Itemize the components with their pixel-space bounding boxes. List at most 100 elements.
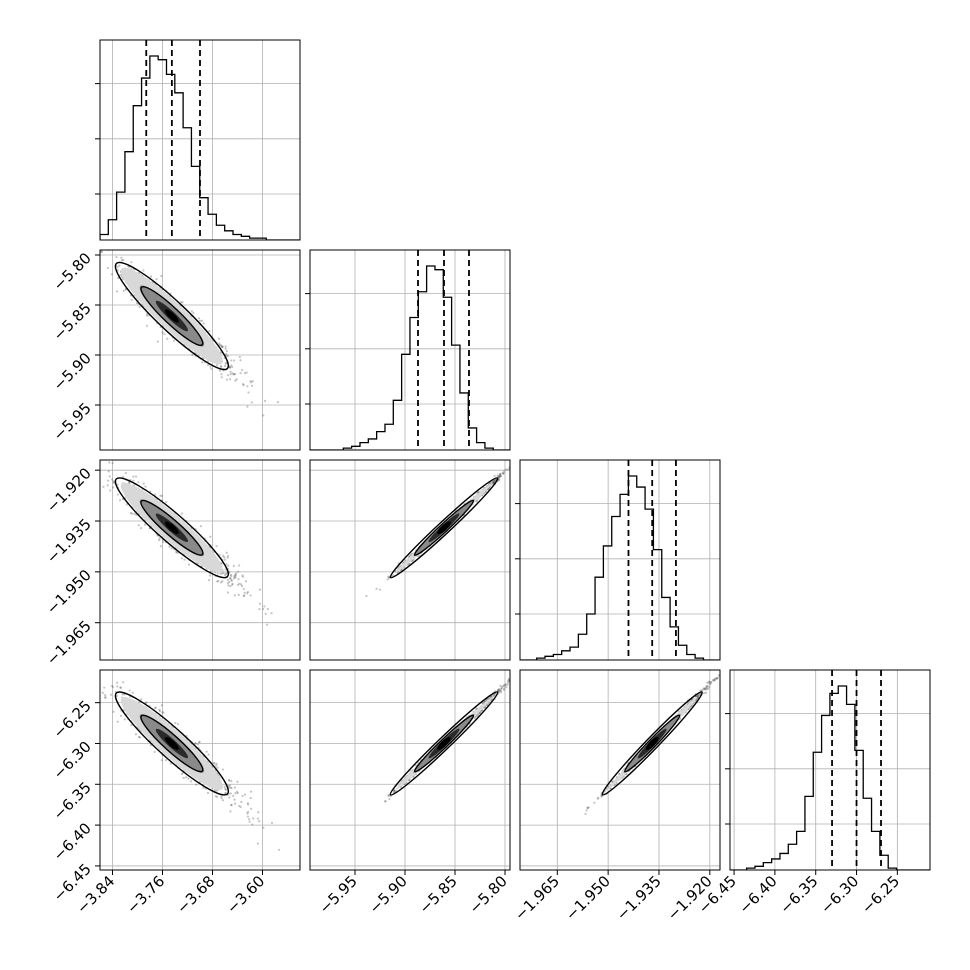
sample-point — [492, 482, 495, 485]
sample-point — [234, 572, 238, 575]
sample-point — [491, 480, 495, 483]
sample-point — [227, 584, 230, 587]
sample-point — [226, 556, 229, 559]
sample-point — [112, 481, 116, 485]
sample-point — [180, 557, 183, 560]
sample-point — [257, 820, 261, 823]
sample-point — [277, 848, 281, 851]
sample-point — [175, 551, 178, 554]
sample-point — [116, 269, 119, 272]
sample-point — [118, 499, 122, 502]
sample-point — [225, 551, 228, 554]
sample-point — [104, 696, 107, 699]
sample-point — [180, 772, 183, 776]
sample-point — [224, 573, 227, 577]
sample-point — [220, 344, 223, 347]
sample-point — [239, 805, 242, 809]
sample-point — [153, 750, 156, 753]
sample-point — [261, 607, 265, 611]
sample-point — [144, 485, 147, 488]
sample-point — [182, 776, 185, 780]
sample-point — [704, 691, 708, 694]
sample-point — [145, 701, 148, 704]
sample-point — [502, 472, 505, 475]
sample-point — [229, 373, 232, 376]
sample-point — [137, 481, 140, 484]
sample-point — [221, 768, 224, 771]
sample-point — [242, 587, 245, 590]
sample-point — [219, 572, 222, 575]
sample-point — [234, 379, 237, 382]
sample-point — [108, 461, 111, 464]
sample-point — [219, 344, 223, 347]
sample-point — [199, 525, 202, 528]
sample-point — [102, 245, 104, 247]
sample-point — [701, 688, 704, 691]
sample-point — [104, 694, 107, 697]
sample-point — [225, 563, 228, 566]
sample-point — [221, 572, 224, 575]
sample-point — [111, 486, 115, 489]
sample-point — [246, 590, 250, 594]
sample-point — [493, 480, 496, 483]
sample-point — [137, 524, 140, 527]
sample-point — [134, 733, 138, 736]
sample-point — [251, 823, 254, 826]
sample-point — [496, 474, 499, 477]
sample-point — [510, 681, 512, 683]
sample-point — [129, 512, 132, 515]
sample-point — [226, 578, 229, 581]
sample-point — [224, 347, 227, 350]
sample-point — [250, 401, 253, 404]
sample-point — [240, 369, 244, 372]
sample-point — [715, 677, 719, 680]
sample-point — [229, 786, 232, 789]
scatter-panel-4-1 — [100, 670, 300, 870]
sample-point — [235, 378, 238, 381]
sample-point — [220, 795, 223, 798]
sample-point — [220, 376, 223, 379]
sample-point — [258, 607, 261, 611]
sample-point — [493, 474, 496, 477]
sample-point — [263, 605, 266, 608]
sample-point — [246, 592, 249, 595]
sample-point — [276, 401, 280, 404]
sample-point — [520, 456, 522, 458]
sample-point — [108, 475, 111, 478]
sample-point — [132, 479, 135, 482]
sample-point — [163, 332, 166, 336]
sample-point — [732, 659, 734, 661]
sample-point — [492, 481, 495, 484]
sample-point — [248, 820, 251, 823]
sample-point — [225, 572, 228, 575]
sample-point — [250, 381, 253, 384]
sample-point — [231, 365, 234, 369]
sample-point — [162, 540, 165, 543]
sample-point — [515, 464, 517, 466]
sample-point — [492, 480, 495, 483]
sample-point — [202, 322, 205, 325]
sample-point — [522, 664, 524, 666]
sample-point — [191, 353, 194, 357]
sample-point — [493, 693, 496, 696]
sample-point — [499, 688, 503, 692]
sample-point — [123, 693, 126, 696]
sample-point — [249, 790, 253, 793]
sample-point — [246, 815, 250, 818]
sample-point — [493, 478, 497, 481]
sample-point — [127, 265, 130, 268]
sample-point — [102, 485, 105, 488]
sample-point — [175, 550, 178, 553]
sample-point — [231, 372, 234, 375]
sample-point — [499, 689, 502, 693]
sample-point — [160, 494, 164, 498]
sample-point — [510, 463, 512, 465]
sample-point — [492, 479, 495, 482]
sample-point — [215, 363, 219, 367]
sample-point — [214, 795, 217, 798]
panel-frame — [309, 459, 511, 661]
sample-point — [387, 576, 391, 579]
density-level — [164, 737, 179, 750]
sample-point — [160, 704, 163, 707]
sample-point — [138, 736, 141, 739]
